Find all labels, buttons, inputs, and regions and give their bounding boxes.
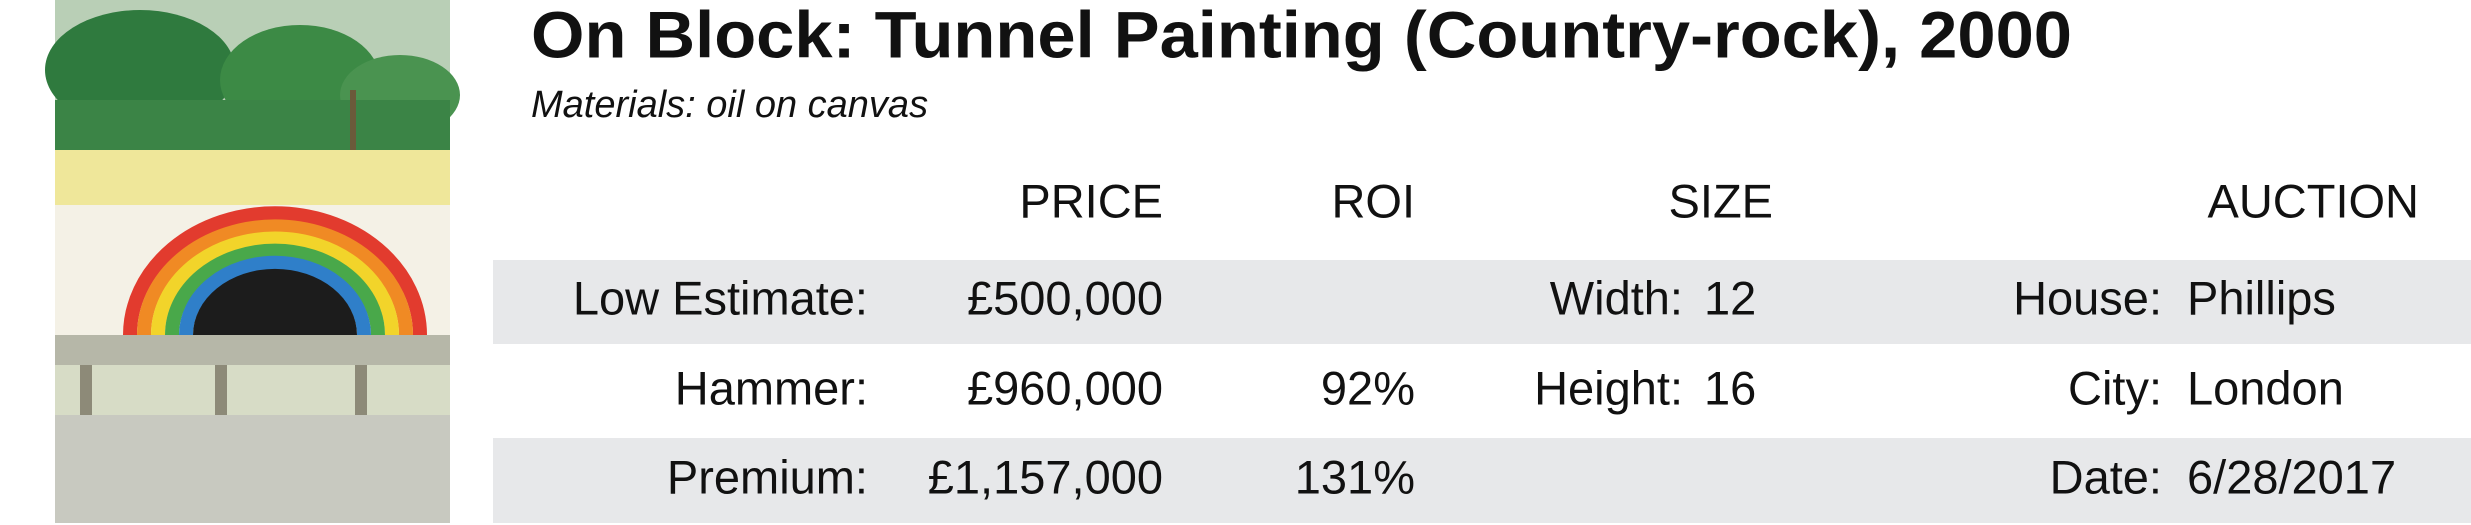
cell-auction-label: House:: [2013, 271, 2162, 324]
cell-auction-label: Date:: [2050, 450, 2162, 503]
cell-label: Hammer:: [675, 361, 868, 414]
cell-roi: 92%: [1321, 361, 1415, 414]
cell-label: Low Estimate:: [573, 271, 868, 324]
cell-price: £1,157,000: [928, 450, 1163, 503]
cell-auction-value: Phillips: [2187, 271, 2336, 324]
cell-roi: 131%: [1295, 450, 1415, 503]
cell-price: £500,000: [967, 271, 1163, 324]
row-band: [493, 438, 2471, 523]
cell-size-value: 12: [1704, 271, 1756, 324]
cell-size-label: Width:: [1550, 271, 1683, 324]
cell-size-label: Height:: [1534, 361, 1683, 414]
table: PRICE ROI SIZE AUCTION Low Estimate: £500,000…: [573, 174, 2419, 503]
cell-auction-label: City:: [2068, 361, 2162, 414]
column-header: AUCTION: [2208, 174, 2420, 227]
painting: [45, 0, 460, 523]
row-band: [493, 260, 2471, 344]
cell-label: Premium:: [667, 450, 868, 503]
cell-price: £960,000: [967, 361, 1163, 414]
column-header: ROI: [1331, 174, 1415, 227]
cell-auction-value: London: [2187, 361, 2344, 414]
column-header: PRICE: [1019, 174, 1163, 227]
title: On Block: Tunnel Painting (Country-rock)…: [531, 0, 2072, 71]
cell-auction-value: 6/28/2017: [2187, 450, 2396, 503]
column-header: SIZE: [1669, 174, 1773, 227]
subtitle: Materials: oil on canvas: [531, 84, 928, 126]
cell-size-value: 16: [1704, 361, 1756, 414]
